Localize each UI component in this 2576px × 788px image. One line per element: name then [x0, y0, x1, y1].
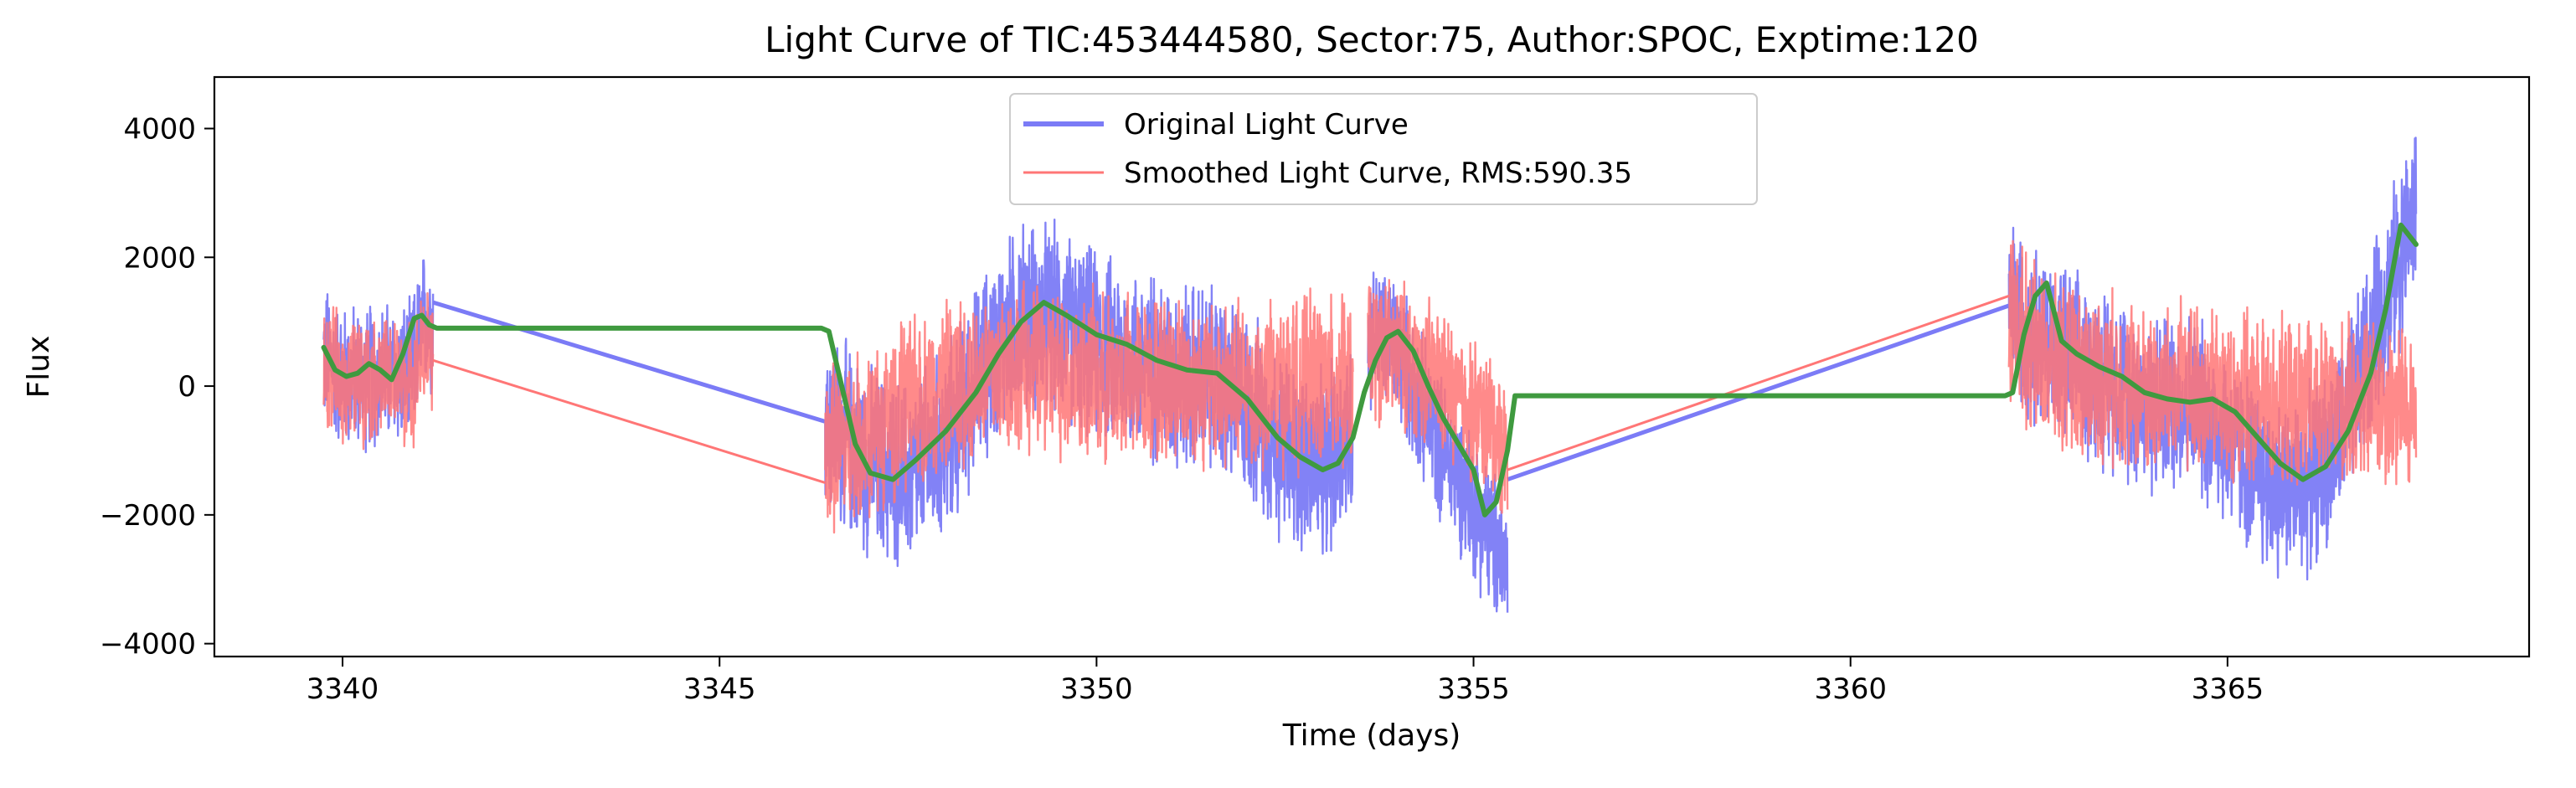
x-tick-label: 3350	[1060, 672, 1133, 706]
legend-box	[1009, 93, 1758, 205]
y-tick-label: −2000	[100, 499, 196, 533]
series-original-gap-line-0	[432, 300, 826, 424]
series-smoothed-segment-1	[824, 280, 1354, 534]
series-smoothed-segment-3	[2007, 239, 2418, 486]
series-smoothed-segment-2	[1367, 279, 1509, 514]
x-tick-label: 3360	[1814, 672, 1887, 706]
x-tick-label: 3345	[683, 672, 756, 706]
legend-label-smoothed: Smoothed Light Curve, RMS:590.35	[1124, 157, 1632, 190]
legend-label-original: Original Light Curve	[1124, 108, 1409, 142]
plot-frame	[213, 75, 2531, 658]
series-smoothed-gap-line-0	[432, 358, 826, 484]
series-smoothed-segment-0	[322, 291, 435, 451]
x-tick-label: 3355	[1437, 672, 1510, 706]
legend: Original Light Curve Smoothed Light Curv…	[1009, 93, 1758, 205]
y-tick-label: 0	[178, 370, 196, 404]
chart-title: Light Curve of TIC:453444580, Sector:75,…	[765, 19, 1979, 60]
x-axis: 3340 3345 3350 3355 3360 3365	[307, 657, 2264, 706]
y-axis: −4000 −2000 0 2000 4000	[100, 113, 214, 662]
series-original-gap-line-1	[1507, 303, 2010, 482]
y-axis-label: Flux	[22, 336, 56, 399]
x-tick-label: 3365	[2192, 672, 2264, 706]
y-tick-label: 2000	[123, 241, 196, 275]
y-tick-label: −4000	[100, 628, 196, 662]
y-tick-label: 4000	[123, 113, 196, 147]
series-smoothed-gap-line-1	[1507, 295, 2010, 471]
series-trend-line	[321, 222, 2419, 518]
x-axis-label: Time (days)	[1282, 718, 1461, 753]
x-tick-label: 3340	[307, 672, 379, 706]
plot-area	[321, 136, 2419, 613]
